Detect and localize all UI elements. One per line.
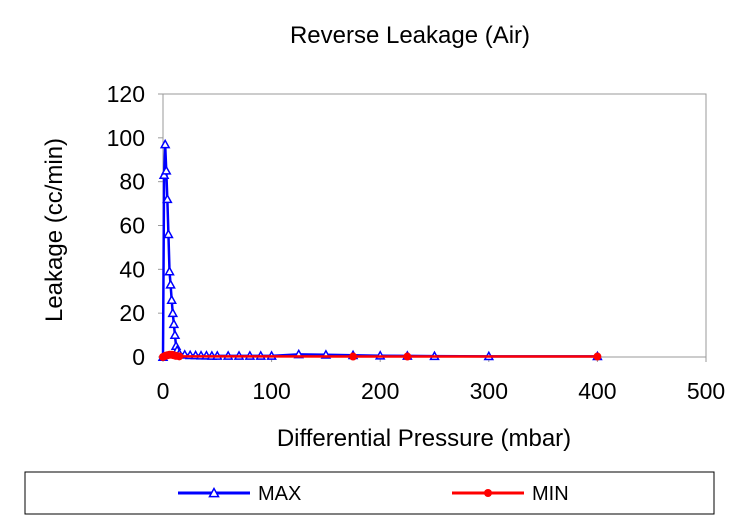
data-point-max	[159, 138, 171, 149]
legend-item-min: MIN	[452, 483, 569, 505]
data-point-min	[175, 352, 184, 361]
legend-marker-circle	[484, 489, 492, 497]
data-point-max	[166, 294, 177, 304]
y-axis-ticks: 0 20 40 60 80 100 120	[107, 81, 163, 370]
data-point-min	[593, 352, 602, 361]
data-point-max	[164, 265, 175, 276]
y-tick-label: 40	[119, 256, 145, 282]
data-point-max	[168, 318, 180, 329]
data-point-max	[158, 169, 170, 180]
plot-area	[162, 93, 707, 358]
data-point-max	[167, 307, 179, 318]
data-point-max	[165, 279, 176, 289]
y-tick-label: 100	[107, 125, 145, 151]
x-tick-label: 200	[361, 378, 399, 404]
chart-title: Reverse Leakage (Air)	[289, 22, 531, 49]
data-point-max	[162, 193, 173, 204]
series-min	[159, 350, 602, 361]
x-tick-label: 300	[470, 378, 508, 404]
legend-box	[24, 471, 715, 515]
x-tick-label: 100	[252, 378, 290, 404]
legend-item-max: MAX	[178, 483, 301, 505]
data-point-min	[349, 352, 358, 361]
x-tick-label: 500	[687, 378, 725, 404]
x-tick-label: 400	[578, 378, 616, 404]
data-point-min	[403, 352, 412, 361]
x-axis-ticks: 0 100 200 300 400 500	[157, 357, 725, 404]
legend: MAX MIN	[178, 483, 569, 505]
data-point-max	[160, 165, 172, 175]
x-axis-label: Differential Pressure (mbar)	[277, 425, 571, 452]
y-tick-label: 120	[107, 81, 145, 107]
series-layer	[157, 138, 603, 361]
x-tick-label: 0	[157, 378, 170, 404]
y-tick-label: 60	[119, 213, 145, 239]
legend-label: MAX	[258, 483, 301, 505]
legend-label: MIN	[532, 483, 569, 505]
y-tick-label: 20	[119, 300, 145, 326]
y-axis-label: Leakage (cc/min)	[41, 138, 68, 322]
y-tick-label: 80	[119, 169, 145, 195]
data-point-max	[163, 228, 174, 239]
data-point-max	[169, 329, 181, 340]
legend-marker-triangle	[208, 486, 220, 498]
y-tick-label: 0	[132, 344, 145, 370]
